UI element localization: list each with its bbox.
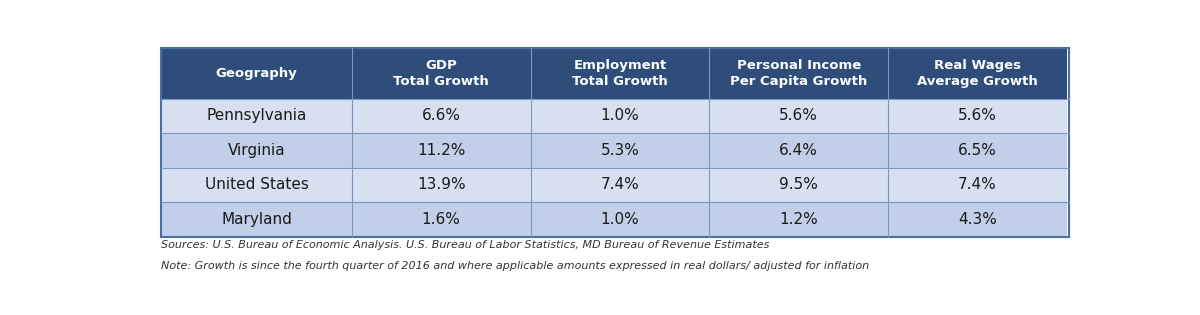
Bar: [530, 133, 709, 168]
Text: 1.2%: 1.2%: [780, 212, 818, 227]
Text: 1.0%: 1.0%: [601, 108, 640, 123]
Text: 7.4%: 7.4%: [959, 177, 997, 192]
Text: United States: United States: [204, 177, 308, 192]
Text: GDP
Total Growth: GDP Total Growth: [394, 59, 490, 88]
Text: 6.4%: 6.4%: [779, 143, 818, 158]
Text: 7.4%: 7.4%: [601, 177, 640, 192]
Text: Geography: Geography: [216, 66, 298, 80]
Bar: [352, 99, 530, 133]
Bar: [709, 168, 888, 202]
Bar: [352, 168, 530, 202]
Text: Employment
Total Growth: Employment Total Growth: [572, 59, 668, 88]
Bar: [709, 48, 888, 99]
Text: 4.3%: 4.3%: [958, 212, 997, 227]
Text: 6.5%: 6.5%: [958, 143, 997, 158]
Bar: [352, 202, 530, 237]
Bar: [888, 168, 1067, 202]
Text: 1.0%: 1.0%: [601, 212, 640, 227]
Text: Pennsylvania: Pennsylvania: [206, 108, 307, 123]
Bar: [888, 202, 1067, 237]
Bar: [530, 202, 709, 237]
Text: Sources: U.S. Bureau of Economic Analysis. U.S. Bureau of Labor Statistics, MD B: Sources: U.S. Bureau of Economic Analysi…: [161, 240, 769, 250]
Text: Virginia: Virginia: [228, 143, 286, 158]
Text: Note: Growth is since the fourth quarter of 2016 and where applicable amounts ex: Note: Growth is since the fourth quarter…: [161, 261, 869, 271]
Bar: [161, 133, 352, 168]
Text: 6.6%: 6.6%: [421, 108, 461, 123]
Text: 13.9%: 13.9%: [416, 177, 466, 192]
Text: 5.6%: 5.6%: [779, 108, 818, 123]
Bar: [888, 48, 1067, 99]
Bar: [888, 99, 1067, 133]
Bar: [161, 48, 352, 99]
Bar: [161, 168, 352, 202]
Text: Maryland: Maryland: [221, 212, 292, 227]
Bar: [161, 99, 352, 133]
Bar: [709, 133, 888, 168]
Text: Real Wages
Average Growth: Real Wages Average Growth: [917, 59, 1038, 88]
Bar: [530, 168, 709, 202]
Bar: [530, 99, 709, 133]
Text: 1.6%: 1.6%: [421, 212, 461, 227]
Text: 9.5%: 9.5%: [779, 177, 818, 192]
Bar: [352, 133, 530, 168]
Text: 11.2%: 11.2%: [416, 143, 466, 158]
Bar: [161, 202, 352, 237]
Bar: [709, 202, 888, 237]
Bar: [352, 48, 530, 99]
Text: 5.6%: 5.6%: [958, 108, 997, 123]
Bar: [530, 48, 709, 99]
Text: Personal Income
Per Capita Growth: Personal Income Per Capita Growth: [730, 59, 868, 88]
Text: 5.3%: 5.3%: [600, 143, 640, 158]
Bar: [709, 99, 888, 133]
Bar: [888, 133, 1067, 168]
